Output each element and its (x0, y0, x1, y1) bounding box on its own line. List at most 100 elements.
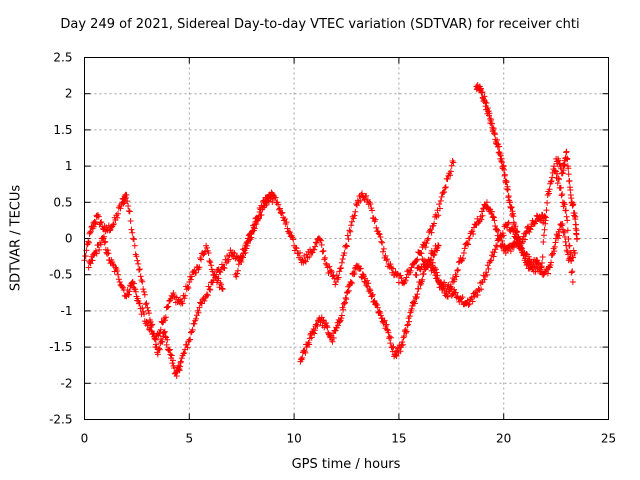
data-point-track-c (438, 193, 445, 200)
data-point-track-g (522, 255, 529, 262)
data-point-track-c (344, 232, 351, 239)
plot-frame (84, 57, 609, 420)
data-point-track-e (470, 230, 477, 237)
data-point-track-d (326, 333, 333, 340)
data-point-track-c (441, 188, 448, 195)
data-point-track-a (225, 256, 232, 263)
data-point-track-a (95, 213, 102, 220)
data-point-track-a (163, 341, 170, 348)
data-point-track-b (145, 320, 152, 327)
data-point-track-d (387, 334, 394, 341)
data-point-track-e (540, 271, 547, 278)
data-point-track-b (161, 317, 168, 324)
data-point-track-b (198, 256, 205, 263)
data-point-track-h (556, 160, 563, 167)
data-point-track-b (136, 300, 143, 307)
data-point-track-g (519, 245, 526, 252)
data-point-track-g (556, 176, 563, 183)
data-point-track-b (205, 250, 212, 257)
data-point-track-d (411, 300, 418, 307)
data-point-track-c (341, 249, 348, 256)
data-point-track-g (451, 286, 458, 293)
data-point-track-a (144, 304, 151, 311)
data-point-track-c (327, 267, 334, 274)
data-point-track-c (402, 277, 409, 284)
data-point-track-e (464, 240, 471, 247)
data-point-track-c (338, 264, 345, 271)
data-point-track-c (382, 252, 389, 259)
data-point-track-c (261, 202, 268, 209)
data-point-track-c (272, 194, 279, 201)
data-point-track-a (167, 351, 174, 358)
data-point-track-c (328, 268, 335, 275)
data-point-track-f (483, 99, 490, 106)
data-point-track-c (367, 201, 374, 208)
data-point-track-c (317, 236, 324, 243)
data-point-track-g (539, 254, 546, 261)
data-point-track-b (187, 276, 194, 283)
data-point-track-b (218, 285, 225, 292)
data-point-track-a (127, 218, 134, 225)
data-point-track-g (559, 191, 566, 198)
data-point-track-a (141, 291, 148, 298)
data-point-track-c (395, 279, 402, 286)
data-point-track-h (558, 165, 565, 172)
data-point-track-g (544, 192, 551, 199)
data-point-track-e (495, 227, 502, 234)
data-point-track-a (137, 273, 144, 280)
data-point-track-g (557, 184, 564, 191)
data-point-track-c (376, 231, 383, 238)
data-point-track-b (89, 257, 96, 264)
data-point-track-a (177, 358, 184, 365)
data-point-track-h (572, 213, 579, 220)
y-tick-label: 1 (65, 159, 73, 173)
data-point-track-g (542, 220, 549, 227)
data-point-track-a (166, 347, 173, 354)
data-point-track-a (258, 211, 265, 218)
data-point-track-b (101, 239, 108, 246)
data-point-track-e (560, 229, 567, 236)
data-point-track-g (505, 219, 512, 226)
data-point-track-d (332, 327, 339, 334)
data-point-track-d (303, 344, 310, 351)
data-point-track-e (548, 259, 555, 266)
data-point-track-h (564, 155, 571, 162)
data-point-track-b (125, 291, 132, 298)
data-point-track-g (504, 221, 511, 228)
data-point-track-c (337, 265, 344, 272)
data-point-track-g (487, 258, 494, 265)
data-point-track-g (474, 291, 481, 298)
data-point-track-g (513, 235, 520, 242)
data-point-track-a (205, 283, 212, 290)
data-point-track-b (206, 257, 213, 264)
data-point-track-f (503, 178, 510, 185)
x-tick-label: 5 (185, 432, 193, 446)
data-point-track-c (398, 275, 405, 282)
data-point-track-d (344, 288, 351, 295)
data-point-track-h (574, 235, 581, 242)
data-point-track-a (110, 221, 117, 228)
data-point-track-d (313, 321, 320, 328)
data-point-track-c (239, 254, 246, 261)
data-point-track-e (478, 208, 485, 215)
data-point-track-b (114, 267, 121, 274)
data-point-track-g (545, 190, 552, 197)
data-point-track-d (390, 343, 397, 350)
data-point-track-g (510, 228, 517, 235)
data-point-track-c (339, 256, 346, 263)
data-point-track-a (146, 310, 153, 317)
data-point-track-g (517, 240, 524, 247)
data-point-track-a (85, 239, 92, 246)
data-point-track-b (105, 250, 112, 257)
data-point-track-e (551, 248, 558, 255)
data-point-track-g (565, 236, 572, 243)
data-point-track-a (161, 328, 168, 335)
data-point-track-a (125, 203, 132, 210)
grid-lines (84, 57, 609, 420)
data-point-track-c (450, 159, 457, 166)
data-point-track-h (570, 201, 577, 208)
data-point-track-g (540, 232, 547, 239)
data-point-track-e (569, 254, 576, 261)
data-point-track-d (311, 327, 318, 334)
data-point-track-a (217, 269, 224, 276)
